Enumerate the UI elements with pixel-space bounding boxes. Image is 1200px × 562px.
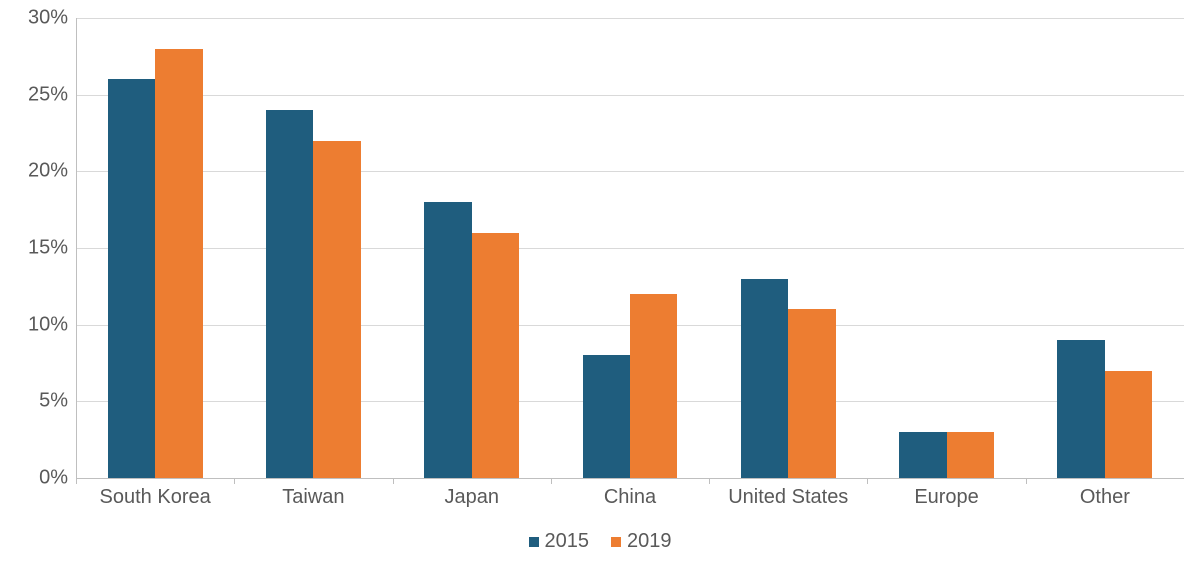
y-tick-label: 20% bbox=[28, 160, 76, 183]
gridline bbox=[76, 95, 1184, 96]
y-tick-label: 25% bbox=[28, 83, 76, 106]
x-tick-mark bbox=[867, 478, 868, 484]
bar bbox=[1057, 340, 1104, 478]
y-axis-line bbox=[76, 18, 77, 478]
legend-label: 2015 bbox=[545, 530, 590, 553]
bar bbox=[583, 355, 630, 478]
legend-label: 2019 bbox=[627, 530, 672, 553]
x-tick-mark bbox=[234, 478, 235, 484]
x-tick-mark bbox=[1026, 478, 1027, 484]
legend: 2015 2019 bbox=[0, 530, 1200, 553]
plot-area: 0%5%10%15%20%25%30%South KoreaTaiwanJapa… bbox=[76, 18, 1184, 478]
y-tick-label: 30% bbox=[28, 7, 76, 30]
x-tick-mark bbox=[709, 478, 710, 484]
legend-swatch bbox=[611, 537, 621, 547]
bar bbox=[472, 233, 519, 478]
gridline bbox=[76, 171, 1184, 172]
x-tick-label: Japan bbox=[444, 478, 499, 509]
x-tick-label: Other bbox=[1080, 478, 1130, 509]
x-tick-label: United States bbox=[728, 478, 848, 509]
y-tick-label: 15% bbox=[28, 237, 76, 260]
bar bbox=[155, 49, 202, 478]
chart-container: 0% 5% 10% 15% 20% 25% 30% South Korea Taiwan Japa… bbox=[0, 0, 1200, 562]
legend-swatch bbox=[529, 537, 539, 547]
bar bbox=[899, 432, 946, 478]
x-tick-label: Taiwan bbox=[282, 478, 344, 509]
bar bbox=[788, 309, 835, 478]
gridline bbox=[76, 248, 1184, 249]
legend-item: 2015 bbox=[529, 530, 590, 553]
bar bbox=[947, 432, 994, 478]
x-tick-label: China bbox=[604, 478, 656, 509]
bar bbox=[741, 279, 788, 478]
bar bbox=[630, 294, 677, 478]
bar bbox=[313, 141, 360, 478]
bar bbox=[424, 202, 471, 478]
x-tick-mark bbox=[551, 478, 552, 484]
x-tick-label: South Korea bbox=[100, 478, 211, 509]
y-tick-label: 0% bbox=[39, 467, 76, 490]
y-tick-label: 5% bbox=[39, 390, 76, 413]
bar bbox=[1105, 371, 1152, 478]
y-tick-label: 10% bbox=[28, 313, 76, 336]
legend-item: 2019 bbox=[611, 530, 672, 553]
x-tick-mark bbox=[76, 478, 77, 484]
x-tick-label: Europe bbox=[914, 478, 979, 509]
gridline bbox=[76, 18, 1184, 19]
x-tick-mark bbox=[393, 478, 394, 484]
bar bbox=[266, 110, 313, 478]
bar bbox=[108, 79, 155, 478]
